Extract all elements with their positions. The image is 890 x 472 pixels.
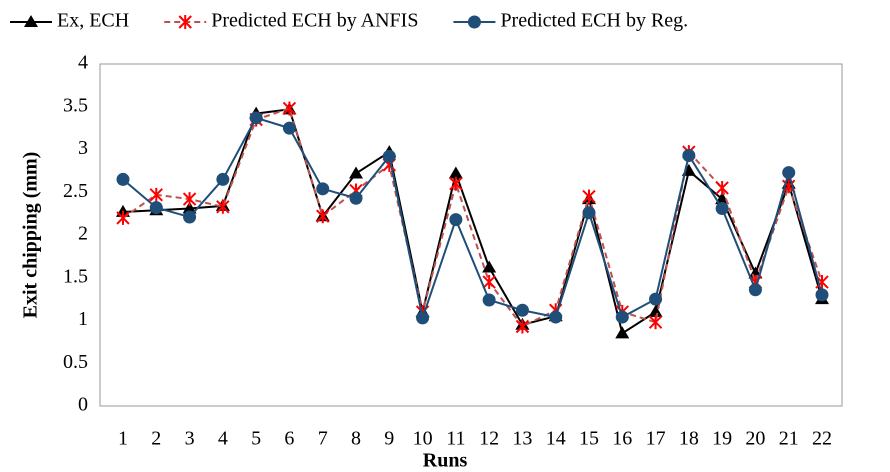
legend-label: Predicted ECH by Reg. bbox=[500, 10, 688, 32]
x-tick-label: 5 bbox=[251, 428, 261, 450]
plot-frame bbox=[99, 63, 843, 407]
x-tick-label: 18 bbox=[679, 428, 699, 450]
x-tick-label: 15 bbox=[579, 428, 599, 450]
x-tick-label: 7 bbox=[318, 428, 328, 450]
x-tick-label: 10 bbox=[413, 428, 433, 450]
x-tick-label: 4 bbox=[218, 428, 228, 450]
marker bbox=[715, 201, 729, 215]
marker bbox=[149, 201, 163, 215]
x-tick-label: 2 bbox=[151, 428, 161, 450]
x-tick-label: 14 bbox=[546, 428, 566, 450]
x-tick-label: 22 bbox=[812, 428, 832, 450]
marker bbox=[382, 149, 396, 163]
marker bbox=[182, 201, 197, 214]
marker bbox=[615, 310, 629, 324]
marker bbox=[282, 101, 297, 116]
marker bbox=[183, 210, 197, 224]
y-tick-label: 3 bbox=[78, 137, 88, 159]
marker bbox=[249, 111, 263, 125]
marker bbox=[416, 311, 430, 325]
marker bbox=[116, 172, 130, 186]
y-tick-label: 1 bbox=[78, 308, 88, 330]
x-tick-label: 16 bbox=[612, 428, 632, 450]
marker bbox=[615, 326, 630, 339]
marker bbox=[748, 283, 762, 297]
marker bbox=[815, 288, 829, 302]
x-tick-label: 19 bbox=[712, 428, 732, 450]
y-tick-label: 4 bbox=[78, 52, 88, 74]
marker bbox=[349, 166, 363, 179]
x-tick-label: 21 bbox=[779, 428, 799, 450]
marker bbox=[482, 293, 496, 307]
series-line bbox=[122, 108, 823, 335]
marker bbox=[116, 210, 130, 225]
x-tick-label: 17 bbox=[646, 428, 666, 450]
y-axis-title: Exit chipping (mm) bbox=[20, 152, 42, 319]
series-line bbox=[122, 107, 823, 328]
x-tick-label: 11 bbox=[446, 428, 465, 450]
marker bbox=[178, 15, 192, 29]
marker bbox=[216, 172, 230, 186]
marker bbox=[316, 182, 330, 196]
marker bbox=[482, 275, 496, 290]
marker bbox=[648, 315, 663, 330]
marker bbox=[549, 310, 563, 324]
marker bbox=[482, 260, 497, 273]
y-tick-label: 0.5 bbox=[63, 351, 88, 373]
x-tick-label: 6 bbox=[284, 428, 294, 450]
marker bbox=[349, 191, 363, 205]
marker bbox=[582, 189, 596, 204]
y-tick-label: 2.5 bbox=[63, 180, 88, 202]
x-tick-label: 9 bbox=[384, 428, 394, 450]
marker bbox=[582, 206, 596, 220]
marker bbox=[448, 166, 463, 179]
marker bbox=[649, 292, 663, 306]
marker bbox=[282, 121, 296, 135]
y-tick-label: 2 bbox=[78, 223, 88, 245]
marker bbox=[182, 192, 197, 207]
marker bbox=[648, 304, 663, 317]
marker bbox=[449, 176, 463, 191]
marker bbox=[216, 199, 230, 214]
marker bbox=[467, 15, 481, 29]
marker bbox=[515, 319, 530, 334]
y-tick-label: 1.5 bbox=[63, 265, 88, 287]
y-tick-label: 0 bbox=[78, 394, 88, 416]
x-axis-title: Runs bbox=[423, 450, 468, 472]
x-tick-label: 20 bbox=[745, 428, 765, 450]
marker bbox=[24, 15, 38, 27]
marker bbox=[449, 213, 463, 227]
marker bbox=[782, 166, 796, 180]
marker bbox=[715, 180, 729, 195]
marker bbox=[149, 187, 163, 202]
legend-label: Predicted ECH by ANFIS bbox=[211, 10, 418, 32]
marker bbox=[682, 148, 696, 162]
series-line bbox=[122, 116, 823, 322]
legend-label: Ex, ECH bbox=[57, 10, 129, 32]
x-tick-label: 8 bbox=[351, 428, 361, 450]
marker bbox=[316, 209, 330, 224]
x-tick-label: 1 bbox=[118, 428, 128, 450]
marker bbox=[515, 303, 529, 317]
y-tick-label: 3.5 bbox=[63, 94, 88, 116]
x-tick-label: 12 bbox=[479, 428, 499, 450]
x-tick-label: 3 bbox=[185, 428, 195, 450]
x-tick-label: 13 bbox=[512, 428, 532, 450]
